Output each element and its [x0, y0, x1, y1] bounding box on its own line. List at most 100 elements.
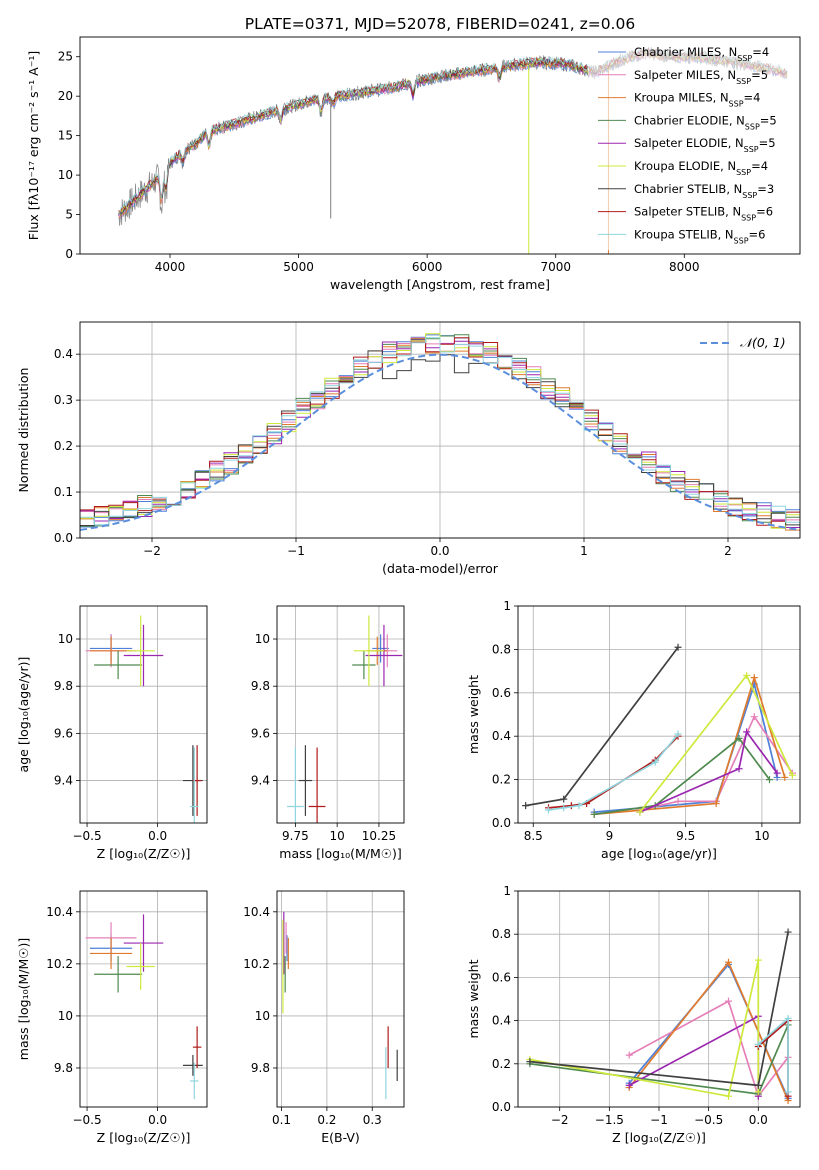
errorbar-point-salpeter_elodie	[123, 914, 164, 972]
errorbar-point-salpeter_elodie	[123, 624, 164, 687]
axes-frame	[79, 605, 208, 824]
y-tick-label: 25	[58, 50, 73, 64]
x-tick-label: 4000	[155, 260, 186, 274]
y-tick-label: 0.4	[492, 729, 511, 743]
y-axis-label: Normed distribution	[16, 368, 31, 493]
x-tick-label: 1	[580, 544, 588, 558]
figure-title: PLATE=0371, MJD=52078, FIBERID=0241, z=0…	[245, 15, 635, 33]
data-point-marker	[784, 1014, 792, 1022]
series-chabrier_stelib	[522, 643, 682, 810]
gaussian-curve	[80, 353, 800, 531]
data-point-marker	[754, 1088, 762, 1096]
plot-area	[526, 928, 792, 1105]
x-axis-label: age [log₁₀(age/yr)]	[601, 846, 717, 861]
frame: −0.5 0.0 9.8 10 10.2 10.4 Z [log₁₀(Z/Z☉)] mass …	[16, 890, 208, 1145]
y-tick-label: 9.8	[251, 679, 270, 693]
x-tick-label: 0.1	[272, 1113, 291, 1127]
x-tick-label: −0.5	[694, 1113, 723, 1127]
y-tick-label: 9.6	[251, 726, 270, 740]
axes-age_vs_mass: 9.75 10 10.25 9.4 9.6 9.8 10 mass [log₁₀(M/M☉)]	[251, 605, 405, 861]
series-line	[757, 1016, 789, 1092]
x-tick-label: −0.5	[72, 829, 101, 843]
errorbar-point-kroupa_miles	[89, 636, 133, 665]
axes-spectrum: 4000 5000 6000 7000 8000 0 5 10 15 20 25 wavelength…	[26, 36, 801, 292]
series-chabrier_elodie	[590, 734, 774, 818]
series-salpeter_elodie	[625, 1012, 762, 1100]
axes-weight_vs_age: 8.5 9 9.5 10 0.0 0.2 0.4 0.6 0.8 1 age [log₁₀(age/…	[466, 599, 801, 861]
errorbar-point-chabrier_elodie	[94, 650, 143, 680]
errorbar-point-chabrier_stelib	[183, 1054, 203, 1076]
legend-label-salpeter_elodie: Salpeter ELODIE, NSSP=5	[634, 136, 776, 154]
errorbar-point-salpeter_elodie	[365, 624, 403, 687]
data-point-marker	[784, 1088, 792, 1096]
data-point-marker	[674, 730, 682, 738]
y-tick-label: 10.2	[46, 957, 73, 971]
axes-residuals: −2 −1 0.0 1 2 0.0 0.1 0.2 0.3 0.4 (data-model)/err…	[16, 321, 801, 576]
y-tick-label: 10.4	[243, 905, 270, 919]
y-axis-label: Flux [fλ10⁻¹⁷ erg cm⁻² s⁻¹ A⁻¹]	[26, 51, 41, 240]
y-tick-label: 9.6	[54, 726, 73, 740]
plot-area	[522, 643, 796, 818]
x-tick-label: 6000	[412, 260, 443, 274]
y-tick-label: 10	[58, 168, 73, 182]
x-tick-label: 0.3	[363, 1113, 382, 1127]
y-tick-label: 0.3	[54, 393, 73, 407]
data-point-marker	[781, 773, 789, 781]
errorbar-point-salpeter_stelib	[308, 747, 326, 823]
data-point-marker	[788, 771, 796, 779]
legend-label-chabrier_stelib: Chabrier STELIB, NSSP=3	[634, 182, 774, 200]
frame: 9.75 10 10.25 9.4 9.6 9.8 10 mass [log₁₀(M/M☉)]	[251, 605, 405, 861]
series-kroupa_miles	[590, 674, 789, 818]
series-line	[548, 733, 679, 811]
y-tick-label: 10	[255, 1009, 270, 1023]
x-axis-label: Z [log₁₀(Z/Z☉)]	[97, 846, 191, 861]
x-tick-label: −1.5	[595, 1113, 624, 1127]
errorbar-point-kroupa_stelib	[287, 747, 304, 823]
frame: 8.5 9 9.5 10 0.0 0.2 0.4 0.6 0.8 1 age [log₁₀(age/…	[466, 599, 801, 861]
x-tick-label: 8000	[669, 260, 700, 274]
errorbar-point-kroupa_elodie	[126, 615, 155, 687]
y-tick-label: 10.2	[243, 957, 270, 971]
x-tick-label: 0.0	[749, 1113, 768, 1127]
y-tick-label: 1	[503, 599, 511, 613]
x-tick-label: 0.0	[430, 544, 449, 558]
y-tick-label: 15	[58, 129, 73, 143]
legend-label-gaussian: 𝒩(0, 1)	[740, 335, 786, 350]
y-tick-label: 0.0	[492, 816, 511, 830]
series-kroupa_stelib	[544, 730, 682, 814]
axes-age_vs_Z: −0.5 0.0 9.4 9.6 9.8 10 Z [log₁₀(Z/Z☉)] age [lo…	[16, 605, 208, 861]
series-line	[548, 735, 679, 809]
axes-weight_vs_Z: −2 −1.5 −1 −0.5 0.0 0.0 0.2 0.4 0.6 0.8 1 Z [log₁₀(…	[466, 884, 801, 1145]
residual-legend: 𝒩(0, 1)	[700, 335, 786, 350]
x-axis-label: Z [log₁₀(Z/Z☉)]	[612, 1130, 706, 1145]
errorbar-point-chabrier_stelib	[298, 745, 313, 816]
data-point-marker	[784, 928, 792, 936]
series-line	[628, 999, 789, 1099]
grid	[80, 891, 207, 1107]
y-tick-label: 0.1	[54, 485, 73, 499]
data-point-marker	[544, 806, 552, 814]
y-tick-label: 9.4	[54, 774, 73, 788]
x-tick-label: 9.75	[282, 829, 309, 843]
y-tick-label: 20	[58, 89, 73, 103]
y-tick-label: 0.2	[492, 773, 511, 787]
y-tick-label: 0.6	[492, 686, 511, 700]
series-chabrier_stelib	[526, 928, 792, 1089]
plot-area	[282, 911, 398, 1100]
legend-label-chabrier_elodie: Chabrier ELODIE, NSSP=5	[634, 113, 777, 130]
y-tick-label: 9.8	[54, 679, 73, 693]
data-point-marker	[625, 1081, 633, 1089]
grid	[518, 605, 800, 824]
data-point-marker	[625, 1051, 633, 1059]
x-tick-label: 5000	[283, 260, 314, 274]
errorbar-point-salpeter_stelib	[192, 1026, 202, 1068]
series-line	[639, 729, 778, 813]
data-point-marker	[743, 671, 751, 679]
y-tick-label: 10.4	[46, 905, 73, 919]
axes-frame	[276, 890, 405, 1108]
y-tick-label: 1	[503, 884, 511, 898]
plot-area	[80, 333, 800, 531]
y-tick-label: 0.4	[54, 347, 73, 361]
histogram-chabrier_stelib	[80, 350, 800, 526]
